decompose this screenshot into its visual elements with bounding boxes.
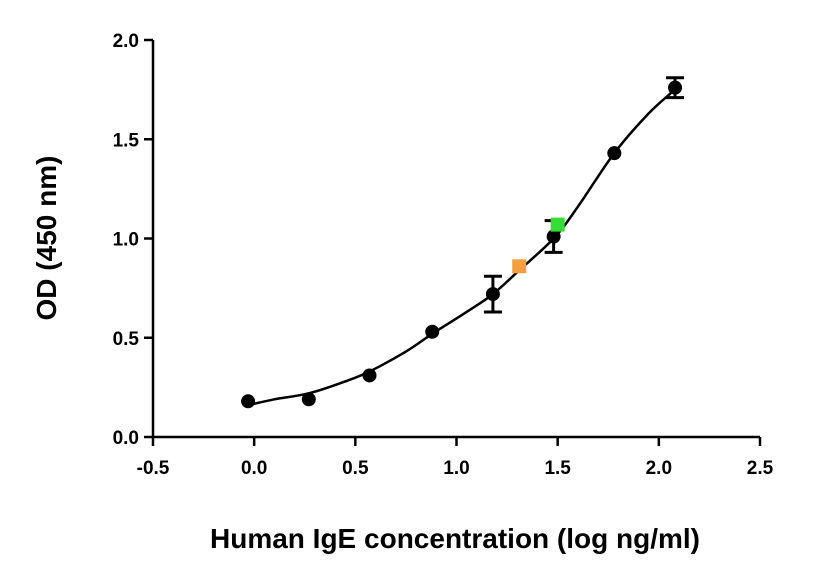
y-tick-label: 1.0 bbox=[113, 230, 139, 251]
data-point-square bbox=[550, 217, 565, 232]
y-ticks: 0.0 0.5 1.0 1.5 2.0 bbox=[113, 31, 153, 449]
data-point bbox=[301, 392, 316, 407]
x-tick-label: 0.5 bbox=[342, 458, 369, 479]
data-point bbox=[241, 394, 256, 409]
data-point bbox=[362, 368, 377, 383]
axes bbox=[151, 40, 760, 439]
data-point-square bbox=[512, 259, 527, 274]
x-tick-label: 2.0 bbox=[646, 458, 672, 479]
x-tick-label: 2.5 bbox=[747, 458, 774, 479]
data-marks bbox=[241, 76, 685, 409]
y-tick-label: 0.5 bbox=[113, 329, 140, 350]
data-point bbox=[425, 324, 440, 339]
x-ticks: -0.5 0.0 0.5 1.0 1.5 2.0 2.5 bbox=[137, 437, 774, 479]
data-point bbox=[546, 229, 561, 244]
x-tick-label: 1.5 bbox=[544, 458, 571, 479]
fit-curve bbox=[247, 88, 676, 407]
x-tick-label: 0.0 bbox=[241, 458, 267, 479]
y-tick-label: 2.0 bbox=[113, 31, 139, 52]
x-tick-label: 1.0 bbox=[443, 458, 469, 479]
x-tick-label: -0.5 bbox=[137, 458, 170, 479]
data-point bbox=[607, 146, 622, 161]
data-point bbox=[668, 80, 683, 95]
data-point bbox=[485, 287, 500, 302]
y-tick-label: 0.0 bbox=[113, 428, 139, 449]
x-axis-title: Human IgE concentration (log ng/ml) bbox=[210, 523, 700, 554]
y-axis-title: OD (450 nm) bbox=[31, 156, 62, 321]
y-tick-label: 1.5 bbox=[113, 130, 140, 151]
